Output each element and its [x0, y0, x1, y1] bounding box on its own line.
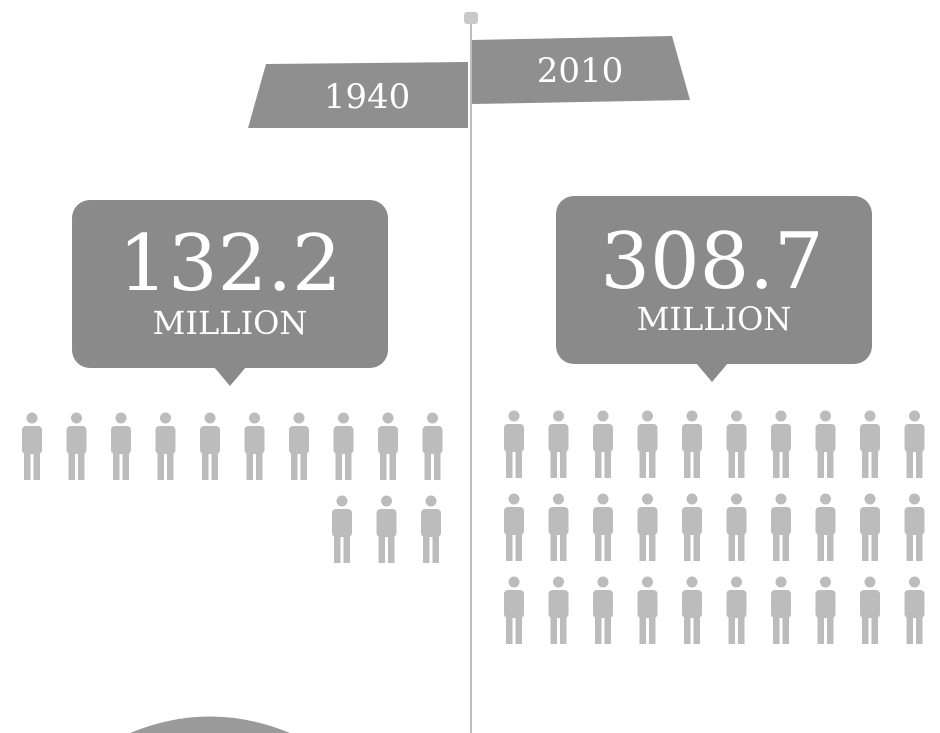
person-icon: [155, 412, 176, 480]
population-unit: MILLION: [153, 304, 308, 342]
pole-knob: [464, 12, 478, 24]
person-icon: [904, 410, 925, 478]
person-icon: [682, 576, 702, 644]
person-icon: [548, 576, 569, 644]
person-icon: [637, 576, 658, 644]
icons: [22, 410, 925, 644]
person-icon: [726, 493, 747, 561]
person-icon: [332, 495, 352, 563]
person-icon: [22, 412, 42, 480]
person-icon: [726, 410, 747, 478]
population-value: 132.2: [118, 219, 341, 309]
person-icon: [860, 410, 880, 478]
bubble-pointer: [214, 367, 246, 386]
year-label: 1940: [324, 77, 411, 117]
bubble-pointer: [696, 363, 728, 382]
person-icon: [637, 410, 658, 478]
person-icon: [815, 410, 836, 478]
year-label: 2010: [537, 51, 624, 91]
person-icon: [771, 576, 791, 644]
person-icon: [421, 495, 441, 563]
bubble: [556, 196, 872, 364]
person-icon: [504, 576, 524, 644]
person-icon: [682, 410, 702, 478]
person-icon: [111, 412, 131, 480]
person-icon: [378, 412, 398, 480]
population-value: 308.7: [600, 217, 823, 307]
sign-right: [472, 36, 690, 104]
sign-left: [248, 62, 468, 128]
person-icon: [422, 412, 443, 480]
person-icon: [815, 576, 836, 644]
person-icon: [860, 576, 880, 644]
person-icon: [548, 493, 569, 561]
person-icon: [200, 412, 220, 480]
person-icon: [904, 576, 925, 644]
person-icon: [904, 493, 925, 561]
person-icon: [333, 412, 354, 480]
population-unit: MILLION: [637, 300, 792, 338]
person-icon: [771, 493, 791, 561]
person-icon: [504, 493, 524, 561]
person-icon: [593, 410, 613, 478]
bubble: [72, 200, 388, 368]
person-icon: [593, 493, 613, 561]
person-icon: [376, 495, 397, 563]
person-icon: [504, 410, 524, 478]
person-icon: [637, 493, 658, 561]
person-icon: [682, 493, 702, 561]
person-icon: [289, 412, 309, 480]
person-icon: [548, 410, 569, 478]
person-icon: [593, 576, 613, 644]
person-icon: [860, 493, 880, 561]
dome: [130, 716, 290, 733]
person-icon: [244, 412, 265, 480]
person-icon: [66, 412, 87, 480]
person-icon: [726, 576, 747, 644]
person-icon: [815, 493, 836, 561]
person-icon: [771, 410, 791, 478]
